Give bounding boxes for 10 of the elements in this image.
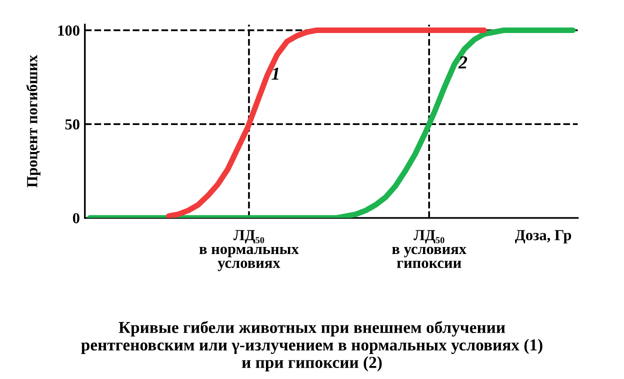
y-tick-label: 50 — [65, 119, 80, 130]
text: Кривые гибели животных при внешнем облучении рентгеновским или γ-излучением в нормальных условиях (1) и при гипоксии (2) — [81, 320, 542, 372]
y-axis-title: Процент погибших — [26, 54, 40, 188]
y-tick-label: 100 — [58, 25, 80, 36]
y-tick-label: 0 — [72, 213, 80, 224]
series-label: 2 — [458, 56, 468, 68]
text: ЛД₅₀ в нормальных условиях — [199, 230, 299, 272]
x-axis-title: Доза, Гр — [514, 230, 572, 244]
series-label: 1 — [272, 68, 278, 80]
text: ЛД₅₀ в условиях гипоксии — [392, 230, 466, 268]
